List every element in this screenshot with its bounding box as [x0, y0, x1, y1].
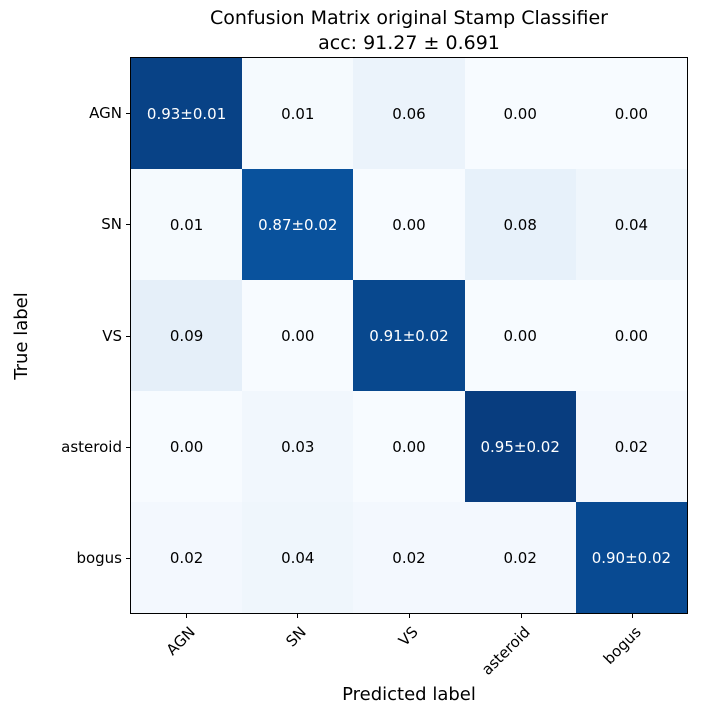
y-tick-mark — [126, 224, 130, 226]
x-tick-mark — [632, 614, 634, 618]
chart-title-block: Confusion Matrix original Stamp Classifi… — [130, 6, 688, 56]
matrix-cell: 0.00 — [131, 391, 243, 502]
x-tick-mark — [297, 614, 299, 618]
matrix-cell: 0.00 — [464, 58, 576, 169]
y-tick-label: asteroid — [61, 437, 122, 456]
matrix-cell: 0.01 — [131, 169, 243, 280]
y-axis-label: True label — [11, 292, 32, 380]
heatmap-axes: 0.93±0.01 0.01 0.06 0.00 0.00 0.01 0.87±0.02 0.… — [130, 57, 688, 614]
y-tick-label: SN — [101, 215, 122, 234]
matrix-cell: 0.04 — [575, 169, 687, 280]
matrix-cell: 0.09 — [131, 280, 243, 391]
chart-subtitle: acc: 91.27 ± 0.691 — [318, 32, 500, 54]
x-tick-mark — [185, 614, 187, 618]
matrix-cell: 0.95±0.02 — [464, 391, 576, 502]
x-tick-mark — [520, 614, 522, 618]
matrix-cell: 0.06 — [353, 58, 465, 169]
y-tick-mark — [126, 558, 130, 560]
chart-title: Confusion Matrix original Stamp Classifi… — [210, 7, 608, 29]
x-tick-label: SN — [282, 623, 311, 651]
matrix-cell: 0.03 — [242, 391, 354, 502]
matrix-cell: 0.00 — [575, 58, 687, 169]
x-tick-label: bogus — [599, 623, 645, 668]
y-tick-mark — [126, 446, 130, 448]
matrix-cell: 0.02 — [575, 391, 687, 502]
matrix-cell: 0.00 — [464, 280, 576, 391]
matrix-cell: 0.00 — [242, 280, 354, 391]
matrix-cell: 0.08 — [464, 169, 576, 280]
matrix-cell: 0.04 — [242, 502, 354, 613]
matrix-cell: 0.00 — [353, 169, 465, 280]
x-axis-label: Predicted label — [342, 684, 476, 705]
matrix-cell: 0.02 — [131, 502, 243, 613]
matrix-cell: 0.91±0.02 — [353, 280, 465, 391]
x-tick-label: VS — [395, 623, 422, 650]
x-tick-label: asteroid — [477, 623, 534, 679]
y-tick-label: AGN — [89, 103, 122, 122]
y-tick-mark — [126, 335, 130, 337]
y-tick-label: bogus — [76, 549, 122, 568]
matrix-cell: 0.93±0.01 — [131, 58, 243, 169]
matrix-cell: 0.01 — [242, 58, 354, 169]
matrix-cell: 0.00 — [353, 391, 465, 502]
matrix-cell: 0.02 — [464, 502, 576, 613]
y-tick-label: VS — [102, 326, 122, 345]
x-tick-label: AGN — [162, 623, 199, 659]
matrix-cell: 0.87±0.02 — [242, 169, 354, 280]
y-tick-mark — [126, 112, 130, 114]
x-tick-mark — [409, 614, 410, 618]
matrix-cell: 0.00 — [575, 280, 687, 391]
matrix-cell: 0.02 — [353, 502, 465, 613]
matrix-cell: 0.90±0.02 — [575, 502, 687, 613]
